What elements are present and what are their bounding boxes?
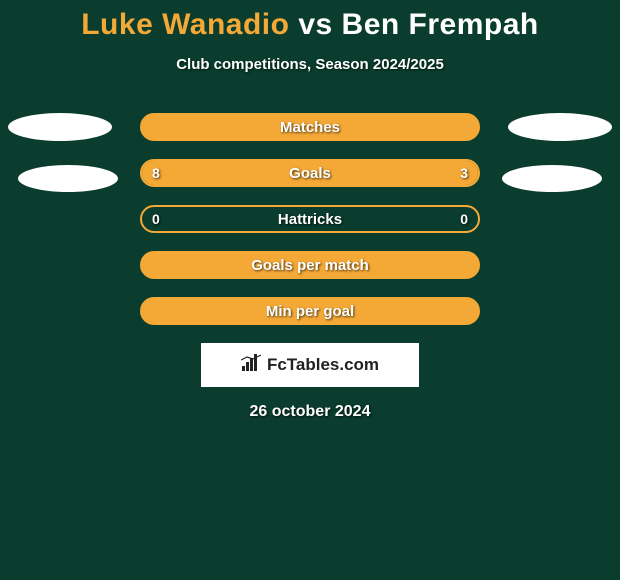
stat-label: Min per goal — [142, 299, 478, 323]
stat-label: Goals per match — [142, 253, 478, 277]
stat-value-right: 3 — [460, 161, 468, 185]
stat-bars: Matches 8 Goals 3 0 Hattricks 0 Goals pe… — [140, 113, 480, 325]
logo: FcTables.com — [241, 354, 379, 377]
decor-ellipse — [508, 113, 612, 141]
stat-label: Goals — [142, 161, 478, 185]
stat-bar-matches: Matches — [140, 113, 480, 141]
comparison-content: Matches 8 Goals 3 0 Hattricks 0 Goals pe… — [0, 113, 620, 421]
stat-bar-goals-per-match: Goals per match — [140, 251, 480, 279]
stat-bar-goals: 8 Goals 3 — [140, 159, 480, 187]
logo-box: FcTables.com — [201, 343, 419, 387]
bar-chart-icon — [241, 354, 263, 377]
stat-label: Matches — [142, 115, 478, 139]
player2-name: Ben Frempah — [342, 8, 539, 41]
date-text: 26 october 2024 — [0, 403, 620, 421]
decor-ellipse — [18, 165, 118, 192]
subtitle: Club competitions, Season 2024/2025 — [0, 56, 620, 73]
stat-value-right: 0 — [460, 207, 468, 231]
decor-ellipse — [502, 165, 602, 192]
decor-ellipse — [8, 113, 112, 141]
comparison-title: Luke Wanadio vs Ben Frempah — [0, 0, 620, 42]
stat-label: Hattricks — [142, 207, 478, 231]
logo-text: FcTables.com — [267, 355, 379, 375]
stat-bar-min-per-goal: Min per goal — [140, 297, 480, 325]
vs-text: vs — [298, 8, 332, 41]
player1-name: Luke Wanadio — [81, 8, 289, 41]
stat-bar-hattricks: 0 Hattricks 0 — [140, 205, 480, 233]
